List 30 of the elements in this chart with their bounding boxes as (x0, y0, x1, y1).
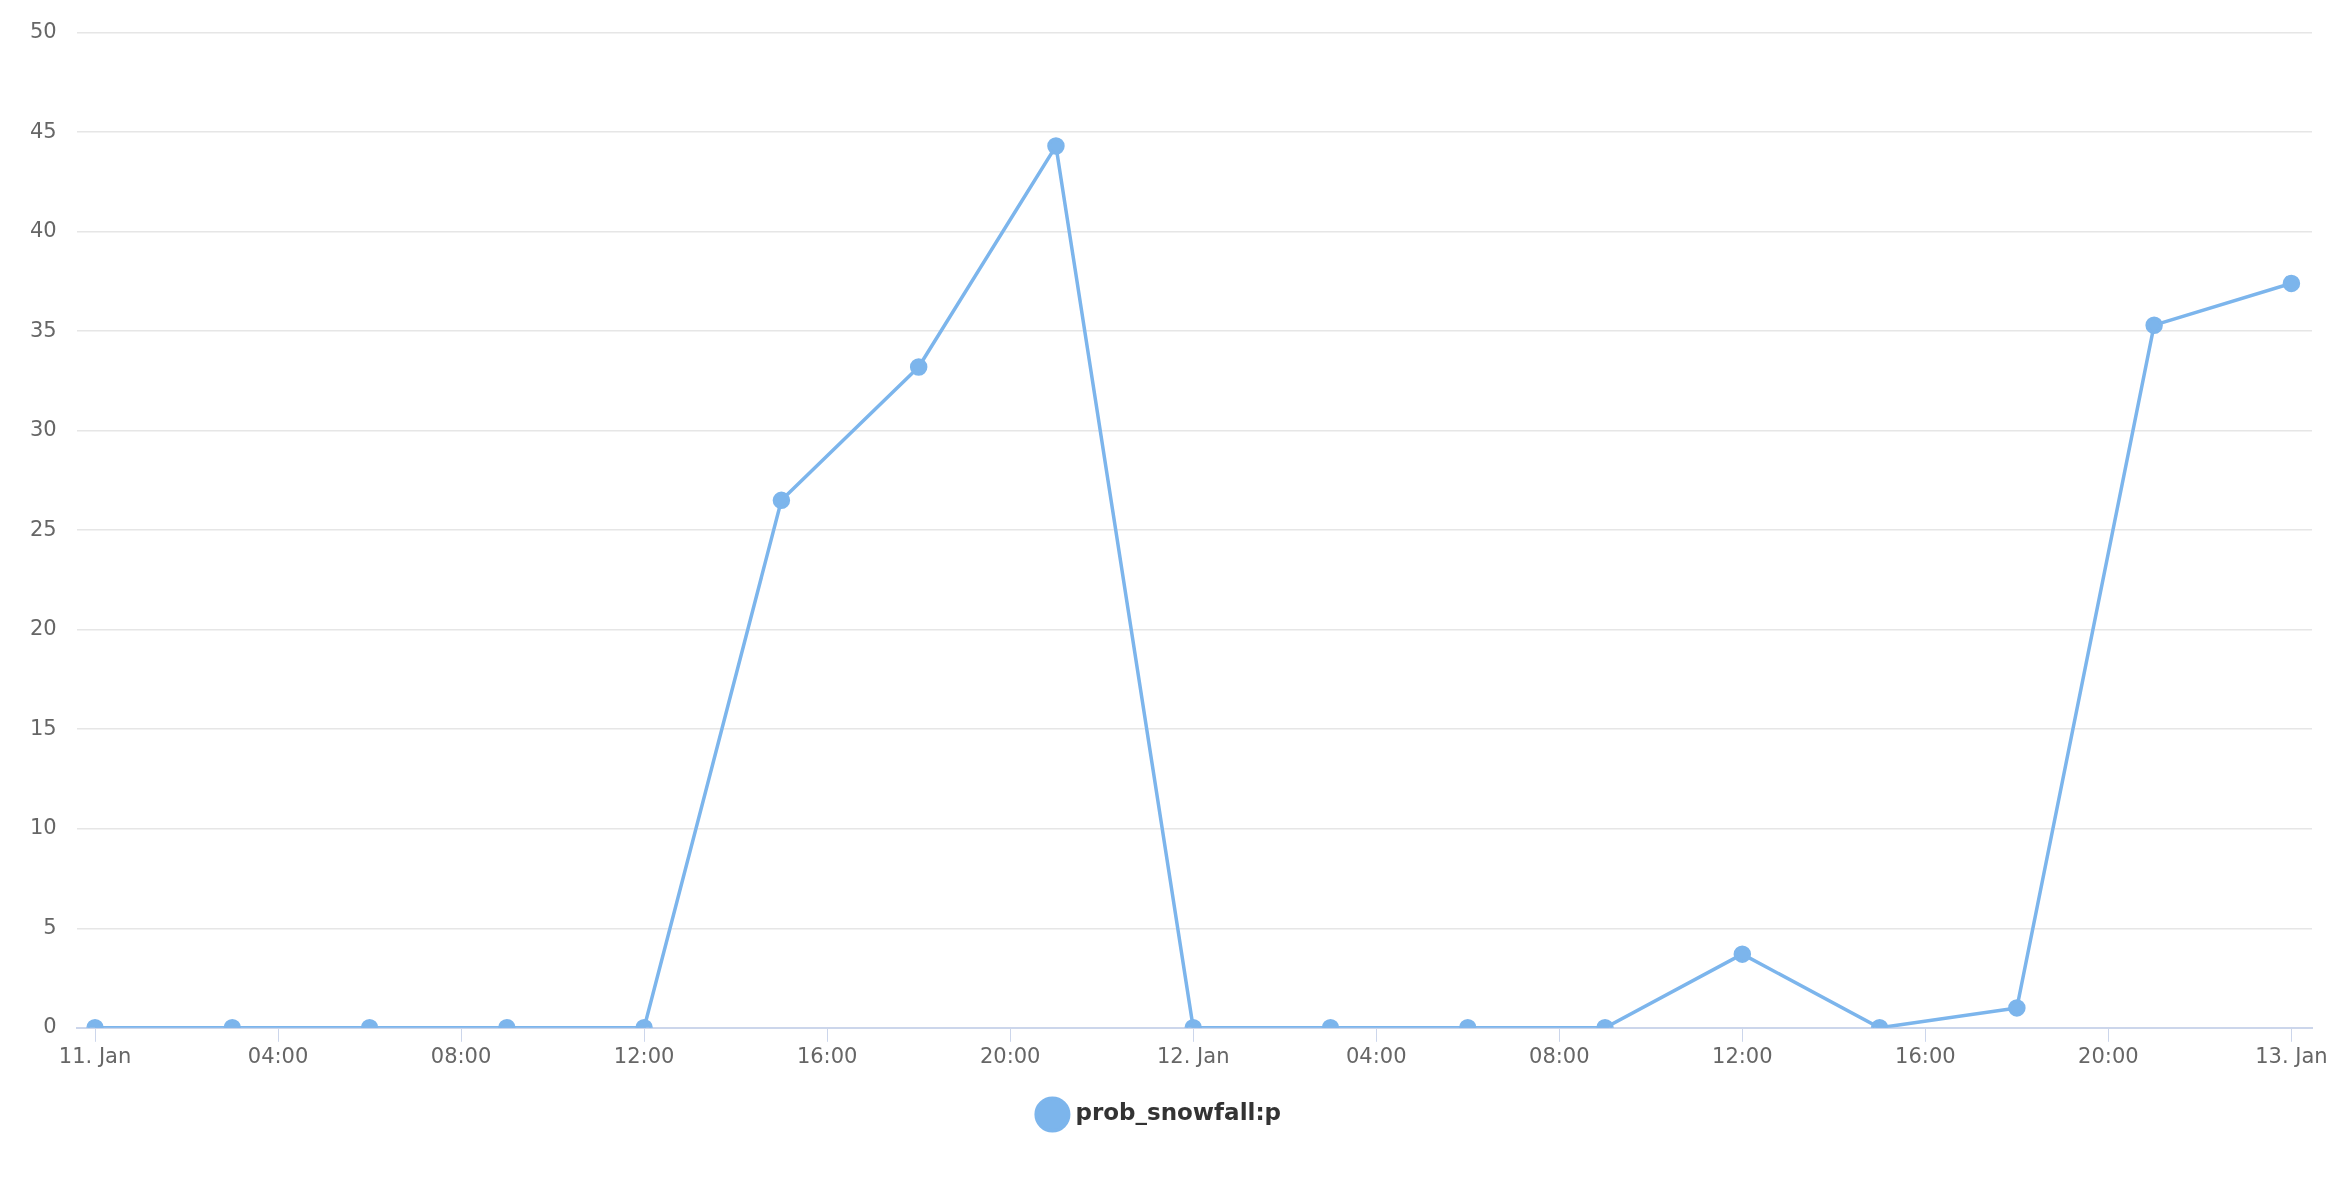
x-tick-label: 12. Jan (1156, 1043, 1230, 1068)
y-tick-label: 15 (29, 715, 57, 740)
y-tick-label: 25 (29, 516, 57, 541)
x-tick-label: 12:00 (613, 1043, 675, 1068)
x-tick-label: 16:00 (796, 1043, 858, 1068)
x-tick-label: 08:00 (1529, 1043, 1590, 1068)
x-tick-label: 16:00 (1895, 1043, 1956, 1068)
y-tick-label: 20 (29, 616, 57, 641)
x-tick-label: 13. Jan (2255, 1043, 2328, 1068)
x-tick-label: 20:00 (2078, 1043, 2139, 1068)
y-tick-label: 0 (43, 1014, 57, 1039)
x-tick-label: 12:00 (1712, 1043, 1773, 1068)
x-tick-label: 20:00 (979, 1043, 1041, 1068)
y-tick-label: 10 (29, 815, 57, 840)
x-tick-label: 11. Jan (58, 1043, 132, 1068)
y-tick-label: 30 (29, 417, 57, 442)
y-tick-label: 5 (43, 914, 57, 939)
legend-label: prob_snowfall:p (1075, 1099, 1282, 1126)
point (2282, 274, 2301, 293)
x-tick-label: 04:00 (247, 1043, 309, 1068)
y-tick-label: 40 (29, 218, 57, 243)
x-tick-label: 08:00 (430, 1043, 492, 1068)
y-tick-label: 45 (29, 118, 57, 143)
y-tick-label: 50 (29, 19, 57, 44)
point (2145, 316, 2163, 334)
y-tick-label: 35 (29, 317, 57, 342)
point (909, 358, 928, 376)
x-tick-label: 04:00 (1345, 1043, 1407, 1068)
point (1047, 137, 1065, 155)
point (772, 491, 791, 510)
